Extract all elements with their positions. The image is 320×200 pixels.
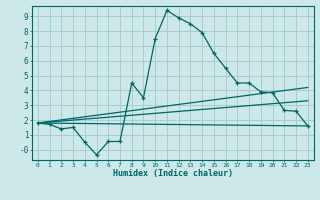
X-axis label: Humidex (Indice chaleur): Humidex (Indice chaleur) xyxy=(113,169,233,178)
